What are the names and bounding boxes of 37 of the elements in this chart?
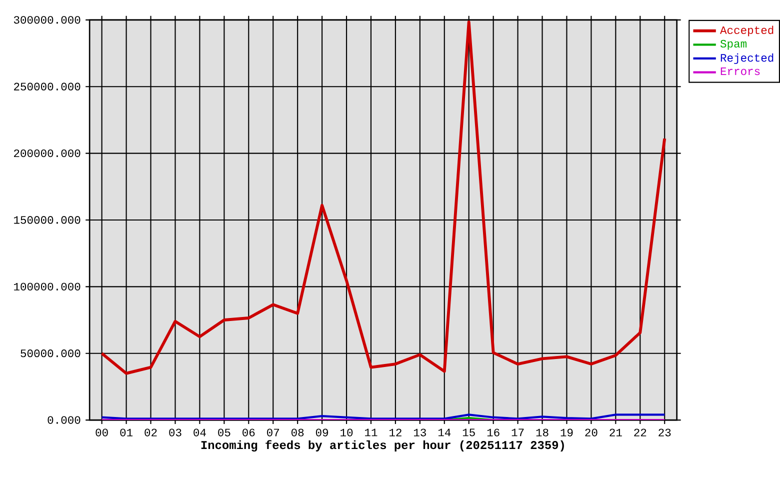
legend-label: Rejected — [720, 54, 774, 64]
x-tick-label: 22 — [634, 428, 646, 436]
y-tick-label: 100000.000 — [14, 282, 80, 291]
x-tick-label: 06 — [242, 428, 255, 436]
legend-label: Accepted — [720, 26, 774, 36]
y-tick-label: 200000.000 — [14, 150, 80, 158]
y-tick-label: 150000.000 — [14, 216, 80, 224]
x-tick-label: 09 — [316, 428, 328, 436]
x-tick-label: 13 — [414, 428, 426, 436]
x-axis-title: Incoming feeds by articles per hour (20251117 2359) — [201, 440, 564, 452]
line-series — [100, 20, 666, 375]
y-tick-label: 250000.000 — [14, 82, 80, 91]
x-tick-label: 00 — [96, 428, 108, 436]
x-tick-label: 12 — [389, 428, 402, 436]
x-tick-label: 21 — [610, 428, 622, 436]
x-tick-label: 01 — [120, 428, 133, 436]
x-tick-label: 04 — [194, 428, 206, 436]
x-tick-label: 11 — [365, 428, 378, 436]
x-tick-label: 15 — [462, 428, 475, 436]
x-tick-label: 16 — [487, 428, 500, 436]
x-tick-label: 19 — [560, 428, 573, 436]
x-tick-label: 03 — [169, 428, 182, 436]
x-tick-label: 23 — [658, 428, 671, 436]
legend-label: Spam — [720, 40, 746, 50]
x-tick-label: 20 — [585, 428, 598, 436]
legend-label: Errors — [720, 68, 760, 76]
y-tick-label: 300000.000 — [14, 16, 80, 24]
x-tick-label: 02 — [144, 428, 157, 436]
x-tick-label: 18 — [536, 428, 548, 436]
y-tick-label: 50000.000 — [20, 350, 80, 358]
y-tick-label: 0.000 — [48, 416, 80, 424]
x-tick-label: 10 — [340, 428, 353, 436]
x-tick-label: 05 — [218, 428, 230, 436]
x-tick-label: 14 — [438, 428, 451, 436]
x-tick-label: 17 — [512, 428, 524, 436]
x-tick-label: 07 — [267, 428, 279, 436]
x-tick-label: 08 — [291, 428, 304, 436]
